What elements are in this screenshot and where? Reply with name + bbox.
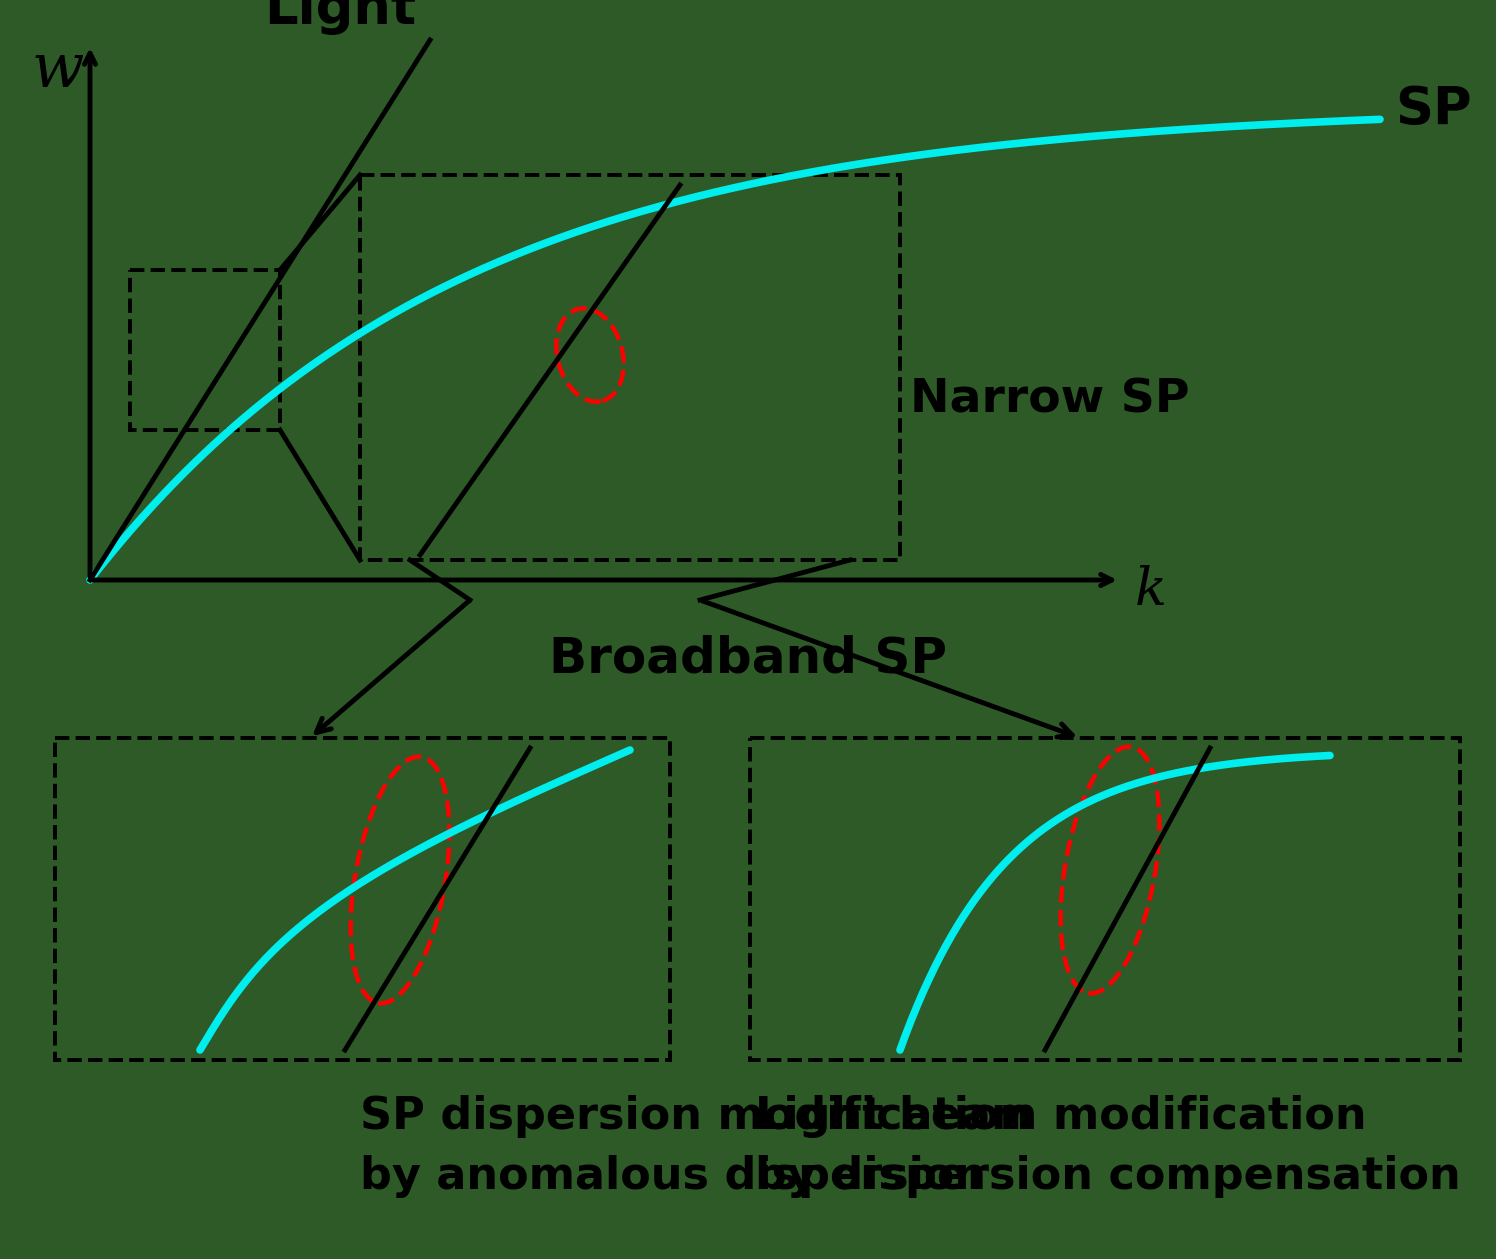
Text: w: w <box>31 40 84 99</box>
Text: SP: SP <box>1394 84 1472 136</box>
Text: SP dispersion modification
by anomalous dispersion: SP dispersion modification by anomalous … <box>361 1095 1031 1199</box>
Text: Light: Light <box>263 0 416 35</box>
Text: Narrow SP: Narrow SP <box>910 378 1189 423</box>
Text: Broadband SP: Broadband SP <box>549 635 947 682</box>
Text: k: k <box>1135 564 1167 616</box>
Text: Light beam modification
by dispersion compensation: Light beam modification by dispersion co… <box>755 1095 1460 1199</box>
